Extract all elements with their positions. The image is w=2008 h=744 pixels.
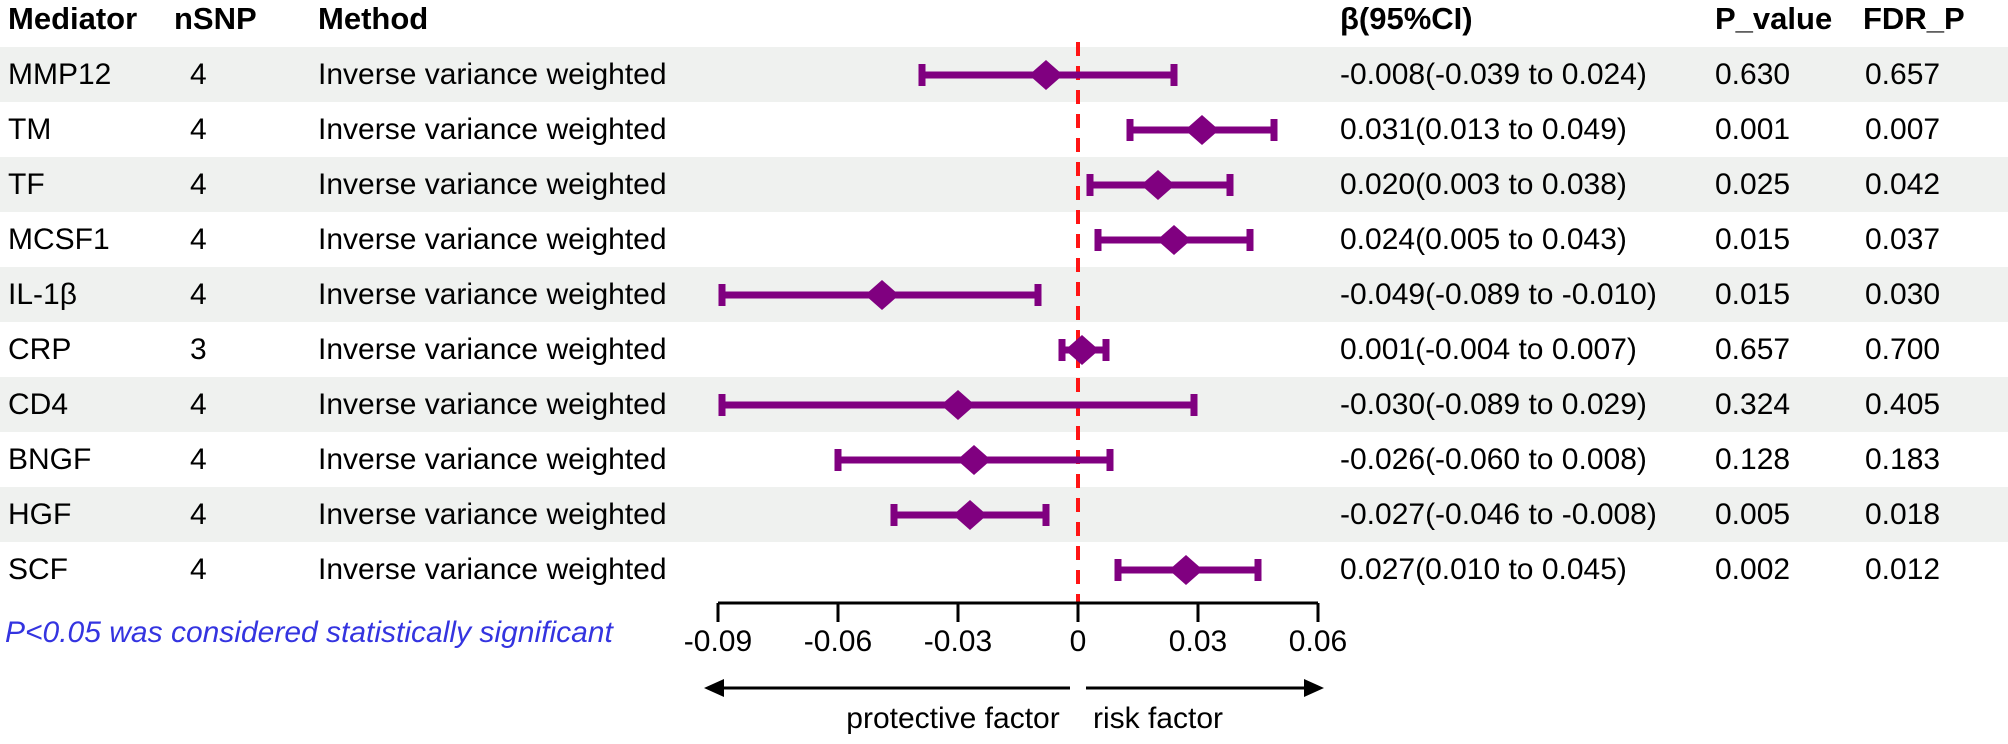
mediator-cell: CRP [8, 333, 72, 366]
mediator-cell: MCSF1 [8, 223, 110, 256]
p-value-cell: 0.001 [1715, 113, 1791, 146]
effect-diamond [953, 500, 987, 530]
fdr-p-cell: 0.042 [1865, 168, 1941, 201]
beta-ci-cell: -0.008(-0.039 to 0.024) [1340, 58, 1647, 91]
fdr-p-cell: 0.007 [1865, 113, 1941, 146]
p-value-cell: 0.324 [1715, 388, 1791, 421]
method-cell: Inverse variance weighted [318, 168, 667, 201]
col-header-method: Method [318, 1, 429, 36]
table-row: IL-1β 4 Inverse variance weighted -0.049(-0… [0, 267, 2008, 322]
nsnp-cell: 4 [190, 278, 207, 311]
table-row: CRP 3 Inverse variance weighted 0.001(-0.00… [0, 322, 2008, 377]
method-cell: Inverse variance weighted [318, 113, 667, 146]
right-arrowhead-icon [1304, 679, 1324, 697]
table-row: BNGF 4 Inverse variance weighted -0.026(-0.… [0, 432, 2008, 487]
effect-diamond [1065, 335, 1099, 365]
beta-ci-cell: 0.024(0.005 to 0.043) [1340, 223, 1627, 256]
beta-ci-cell: -0.027(-0.046 to -0.008) [1340, 498, 1657, 531]
fdr-p-cell: 0.700 [1865, 333, 1941, 366]
fdr-p-cell: 0.657 [1865, 58, 1941, 91]
x-axis-tick-label: -0.06 [804, 625, 872, 658]
method-cell: Inverse variance weighted [318, 498, 667, 531]
mediator-cell: TF [8, 168, 45, 201]
effect-diamond [865, 280, 899, 310]
nsnp-cell: 4 [190, 223, 207, 256]
col-header-beta-ci: β(95%CI) [1340, 1, 1473, 36]
method-cell: Inverse variance weighted [318, 443, 667, 476]
beta-ci-cell: 0.001(-0.004 to 0.007) [1340, 333, 1637, 366]
nsnp-cell: 4 [190, 58, 207, 91]
nsnp-cell: 3 [190, 333, 207, 366]
table-row: MCSF1 4 Inverse variance weighted 0.024(0.0… [0, 212, 2008, 267]
protective-factor-label: protective factor [846, 702, 1060, 735]
x-axis-tick-label: 0.03 [1169, 625, 1227, 658]
p-value-cell: 0.657 [1715, 333, 1791, 366]
col-header-p-value: P_value [1715, 1, 1833, 36]
effect-diamond [1029, 60, 1063, 90]
significance-note: P<0.05 was considered statistically sign… [5, 616, 613, 649]
col-header-fdr-p: FDR_P [1863, 1, 1965, 36]
table-row: CD4 4 Inverse variance weighted -0.030(-0.0… [0, 377, 2008, 432]
mediator-cell: MMP12 [8, 58, 112, 91]
table-row: SCF 4 Inverse variance weighted 0.027(0.010… [0, 542, 2008, 597]
method-cell: Inverse variance weighted [318, 58, 667, 91]
left-arrowhead-icon [704, 679, 724, 697]
x-axis-tick-label: 0 [1070, 625, 1087, 658]
col-header-mediator: Mediator [8, 1, 138, 36]
nsnp-cell: 4 [190, 388, 207, 421]
nsnp-cell: 4 [190, 443, 207, 476]
effect-diamond [1157, 225, 1191, 255]
effect-diamond [1185, 115, 1219, 145]
effect-diamond [1141, 170, 1175, 200]
beta-ci-cell: 0.031(0.013 to 0.049) [1340, 113, 1627, 146]
mediator-cell: BNGF [8, 443, 92, 476]
beta-ci-cell: -0.049(-0.089 to -0.010) [1340, 278, 1657, 311]
beta-ci-cell: 0.020(0.003 to 0.038) [1340, 168, 1627, 201]
beta-ci-cell: -0.030(-0.089 to 0.029) [1340, 388, 1647, 421]
mediator-cell: CD4 [8, 388, 69, 421]
beta-ci-cell: -0.026(-0.060 to 0.008) [1340, 443, 1647, 476]
method-cell: Inverse variance weighted [318, 278, 667, 311]
fdr-p-cell: 0.030 [1865, 278, 1941, 311]
nsnp-cell: 4 [190, 168, 207, 201]
x-axis-tick-label: 0.06 [1289, 625, 1347, 658]
fdr-p-cell: 0.037 [1865, 223, 1941, 256]
method-cell: Inverse variance weighted [318, 333, 667, 366]
table-row: MMP12 4 Inverse variance weighted -0.008(-0… [0, 47, 2008, 102]
mediator-cell: TM [8, 113, 52, 146]
fdr-p-cell: 0.012 [1865, 553, 1941, 586]
mediator-cell: HGF [8, 498, 72, 531]
p-value-cell: 0.015 [1715, 278, 1791, 311]
col-header-nsnp: nSNP [174, 1, 257, 36]
x-axis-tick-label: -0.09 [684, 625, 752, 658]
method-cell: Inverse variance weighted [318, 553, 667, 586]
effect-diamond [941, 390, 975, 420]
method-cell: Inverse variance weighted [318, 388, 667, 421]
x-axis-tick-label: -0.03 [924, 625, 992, 658]
fdr-p-cell: 0.018 [1865, 498, 1941, 531]
p-value-cell: 0.002 [1715, 553, 1791, 586]
fdr-p-cell: 0.405 [1865, 388, 1941, 421]
mediator-cell: SCF [8, 553, 68, 586]
nsnp-cell: 4 [190, 553, 207, 586]
nsnp-cell: 4 [190, 113, 207, 146]
effect-diamond [1169, 555, 1203, 585]
fdr-p-cell: 0.183 [1865, 443, 1941, 476]
p-value-cell: 0.015 [1715, 223, 1791, 256]
risk-factor-label: risk factor [1092, 702, 1224, 735]
method-cell: Inverse variance weighted [318, 223, 667, 256]
table-header-row: Mediator nSNP Method β(95%CI) P_value FD… [0, 0, 2008, 38]
effect-diamond [957, 445, 991, 475]
mediator-cell: IL-1β [8, 278, 77, 311]
beta-ci-cell: 0.027(0.010 to 0.045) [1340, 553, 1627, 586]
table-row: TF 4 Inverse variance weighted 0.020(0.003 … [0, 157, 2008, 212]
p-value-cell: 0.630 [1715, 58, 1791, 91]
p-value-cell: 0.025 [1715, 168, 1791, 201]
nsnp-cell: 4 [190, 498, 207, 531]
p-value-cell: 0.128 [1715, 443, 1791, 476]
table-row: TM 4 Inverse variance weighted 0.031(0.013 … [0, 102, 2008, 157]
p-value-cell: 0.005 [1715, 498, 1791, 531]
